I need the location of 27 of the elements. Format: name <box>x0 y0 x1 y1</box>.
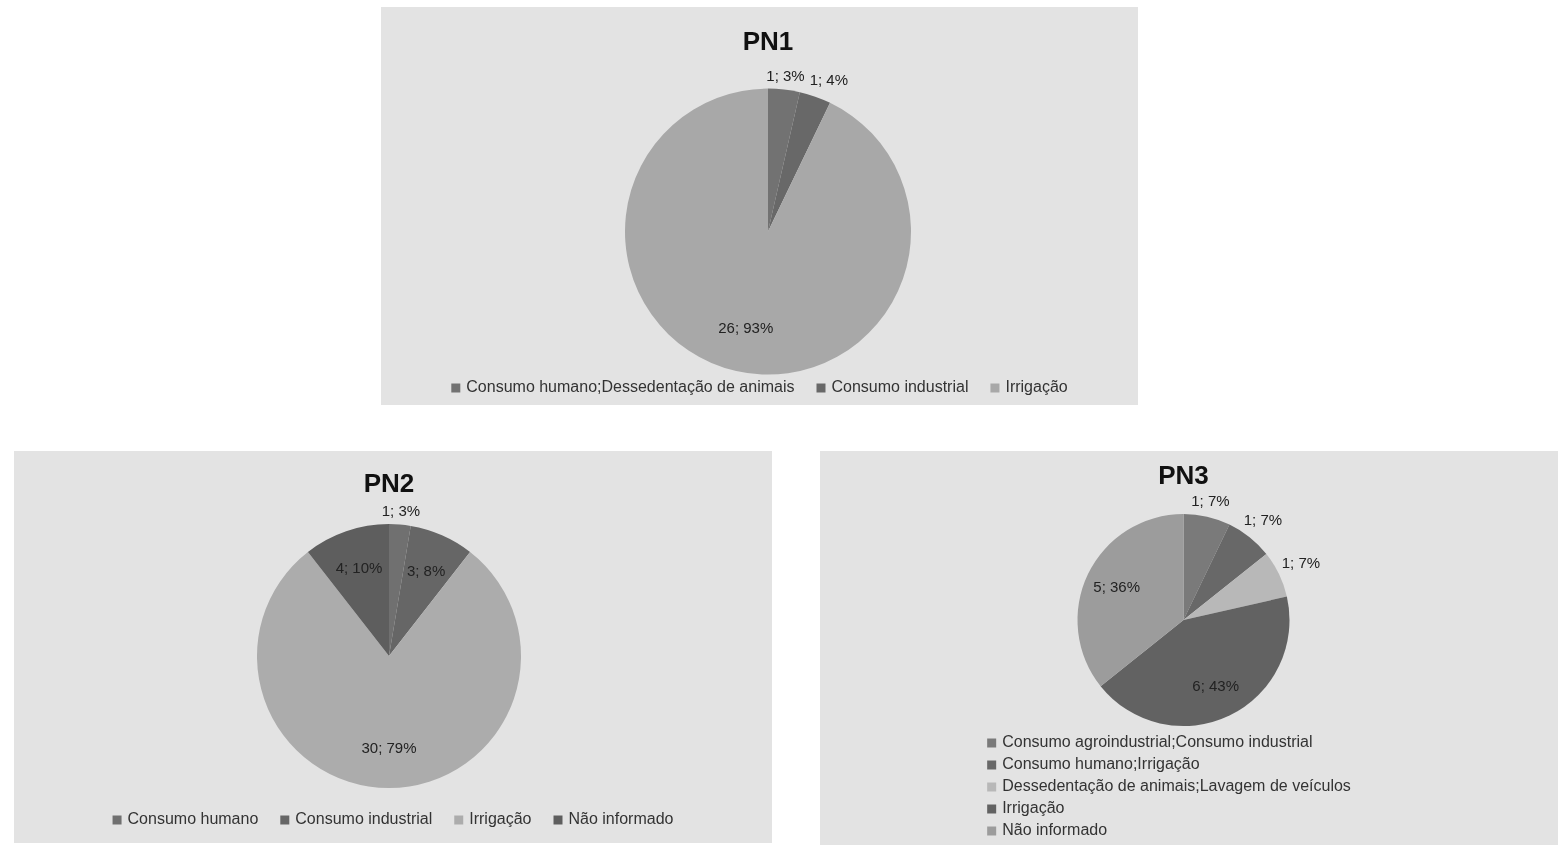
chart-title: PN2 <box>363 467 415 498</box>
chart-title: PN1 <box>742 25 794 56</box>
data-label: 4; 10% <box>335 558 383 576</box>
legend-label: Dessedentação de animais;Lavagem de veículos <box>1002 777 1351 795</box>
data-label: 3; 8% <box>406 561 446 579</box>
legend-label: Não informado <box>568 810 674 828</box>
data-label: 1; 4% <box>809 70 849 88</box>
data-label: 1; 3% <box>766 66 805 84</box>
legend-label: Irrigação <box>469 810 532 828</box>
data-label: 1; 7% <box>1281 553 1321 571</box>
legend-label: Irrigação <box>1005 378 1068 396</box>
legend-label: Consumo agroindustrial;Consumo industrial <box>1002 733 1313 751</box>
data-label: 1; 3% <box>381 502 421 520</box>
legend-label: Consumo humano;Irrigação <box>1002 755 1200 773</box>
data-label: 30; 79% <box>361 738 417 756</box>
data-label: 6; 43% <box>1192 677 1240 695</box>
legend-label: Consumo humano <box>127 810 259 828</box>
data-label: 5; 36% <box>1093 578 1140 596</box>
legend-label: Consumo industrial <box>831 378 969 396</box>
legend-label: Consumo industrial <box>295 810 433 828</box>
legend-label: Irrigação <box>1002 799 1065 817</box>
legend-label: Não informado <box>1002 821 1108 839</box>
data-label: 26; 93% <box>718 319 774 337</box>
data-label: 1; 7% <box>1243 510 1283 528</box>
data-label: 1; 7% <box>1191 492 1230 510</box>
legend-label: Consumo humano;Dessedentação de animais <box>466 378 795 396</box>
chart-title: PN3 <box>1158 459 1209 490</box>
